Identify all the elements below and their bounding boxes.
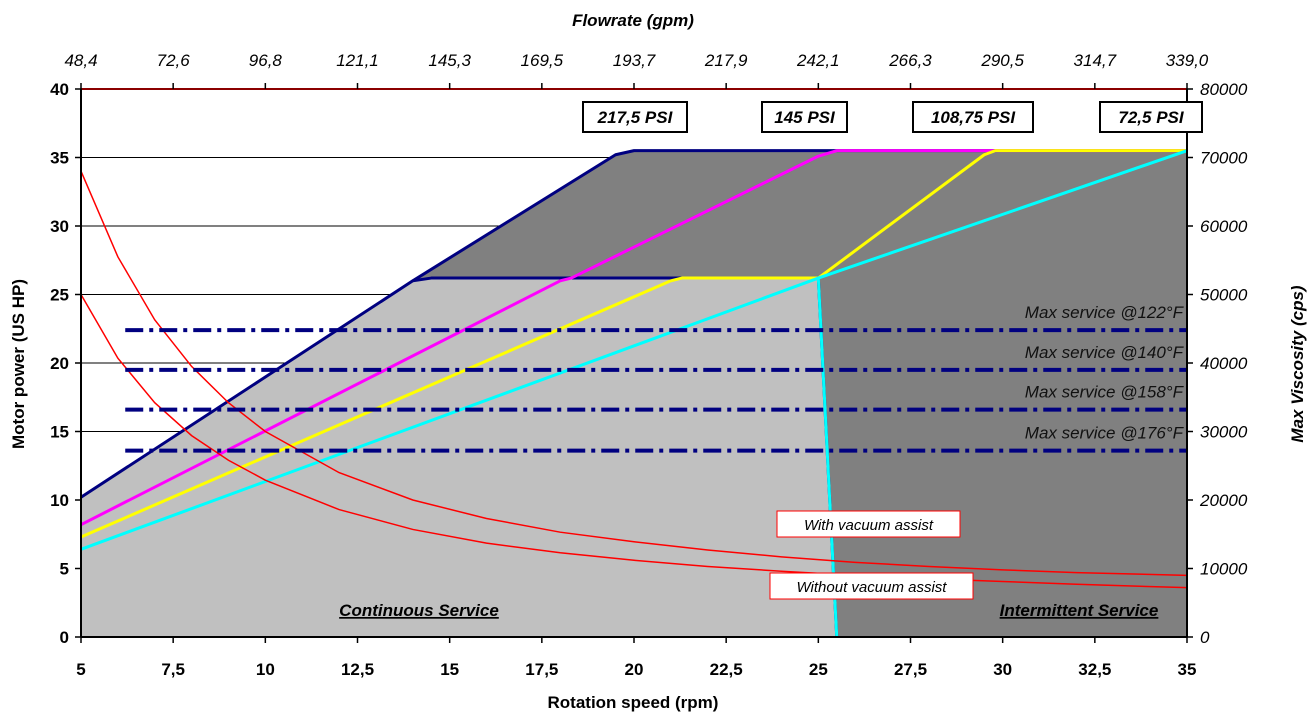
service-label-0: Max service @122°F (1025, 303, 1185, 322)
viscosity-label-0: With vacuum assist (804, 517, 934, 534)
x2-tick-label-2: 96,8 (249, 51, 283, 70)
y-tick-label-5: 25 (50, 286, 69, 305)
y2-tick-label-4: 40000 (1200, 354, 1248, 373)
intermittent-service-region (412, 150, 1187, 637)
x2-tick-label-9: 266,3 (888, 51, 932, 70)
pressure-series (80, 149, 1188, 638)
y2-tick-label-0: 0 (1200, 628, 1210, 647)
x2-tick-label-6: 193,7 (613, 51, 656, 70)
x-tick-label-3: 12,5 (341, 660, 374, 679)
x2-tick-label-8: 242,1 (796, 51, 840, 70)
y2-tick-label-7: 70000 (1200, 149, 1248, 168)
y-tick-label-0: 0 (60, 628, 69, 647)
psi-label-2: 145 PSI (774, 108, 836, 127)
service-label-1: Max service @140°F (1025, 343, 1185, 362)
x-tick-label-0: 5 (76, 660, 85, 679)
psi-label-box-3 (912, 101, 1034, 133)
y2-tick-label-3: 30000 (1200, 423, 1248, 442)
service-regions (81, 150, 1187, 637)
x-tick-label-5: 17,5 (525, 660, 558, 679)
x2-tick-label-4: 145,3 (428, 51, 471, 70)
x2-tick-label-5: 169,5 (521, 51, 564, 70)
continuous-service-region (81, 278, 837, 637)
y-tick-label-3: 15 (50, 423, 69, 442)
x-tick-label-9: 27,5 (894, 660, 927, 679)
psi-label-0: 217,5 PSI (597, 108, 674, 127)
x-tick-label-12: 35 (1178, 660, 1197, 679)
service-lines (125, 328, 1187, 453)
x2-tick-label-0: 48,4 (64, 51, 97, 70)
service-label-2: Max service @158°F (1025, 383, 1185, 402)
psi-label-4: 72,5 PSI (1118, 108, 1184, 127)
x2-tick-label-11: 314,7 (1074, 51, 1117, 70)
x-tick-label-6: 20 (625, 660, 644, 679)
x-tick-label-8: 25 (809, 660, 828, 679)
service-label-3: Max service @176°F (1025, 424, 1185, 443)
y2-tick-label-2: 20000 (1199, 491, 1248, 510)
intermittent-service-label: Intermittent Service (1000, 601, 1159, 620)
psi-label-3: 108,75 PSI (931, 108, 1016, 127)
continuous-service-label: Continuous Service (339, 601, 499, 620)
x2-tick-label-7: 217,9 (704, 51, 748, 70)
right-axis-title: Max Viscosity (cps) (1288, 285, 1307, 442)
x-tick-label-4: 15 (440, 660, 459, 679)
chart-annotations: Max service @122°F Max service @140°F Max … (339, 101, 1203, 620)
plot-frame (75, 83, 1193, 643)
x-tick-label-11: 32,5 (1078, 660, 1111, 679)
viscosity-curve-0 (80, 170, 1188, 577)
x2-tick-label-1: 72,6 (157, 51, 191, 70)
y-tick-label-1: 5 (60, 560, 69, 579)
y-tick-label-4: 20 (50, 354, 69, 373)
y-tick-label-2: 10 (50, 491, 69, 510)
x-axis-title: Rotation speed (rpm) (548, 693, 719, 712)
y2-tick-label-6: 60000 (1200, 217, 1248, 236)
series-line-2 (80, 149, 1187, 526)
x2-tick-label-10: 290,5 (980, 51, 1024, 70)
x-tick-label-7: 22,5 (710, 660, 743, 679)
viscosity-label-box-0 (776, 510, 961, 538)
y-axis-title: Motor power (US HP) (9, 279, 28, 449)
psi-label-box-4 (1099, 101, 1203, 133)
viscosity-label-box-1 (769, 572, 974, 600)
y2-tick-label-8: 80000 (1200, 80, 1248, 99)
y-tick-label-6: 30 (50, 217, 69, 236)
viscosity-label-1: Without vacuum assist (797, 579, 948, 596)
x-tick-label-2: 10 (256, 660, 275, 679)
x-tick-label-1: 7,5 (161, 660, 185, 679)
y2-tick-label-5: 50000 (1200, 286, 1248, 305)
x-tick-label-10: 30 (993, 660, 1012, 679)
psi-label-box-2 (761, 101, 848, 133)
psi-label-box-0 (582, 101, 688, 133)
y-tick-label-8: 40 (50, 80, 69, 99)
y-tick-label-7: 35 (50, 149, 69, 168)
top-axis-title: Flowrate (gpm) (572, 11, 694, 30)
x2-tick-label-3: 121,1 (336, 51, 379, 70)
x2-tick-label-12: 339,0 (1166, 51, 1209, 70)
y2-tick-label-1: 10000 (1200, 560, 1248, 579)
